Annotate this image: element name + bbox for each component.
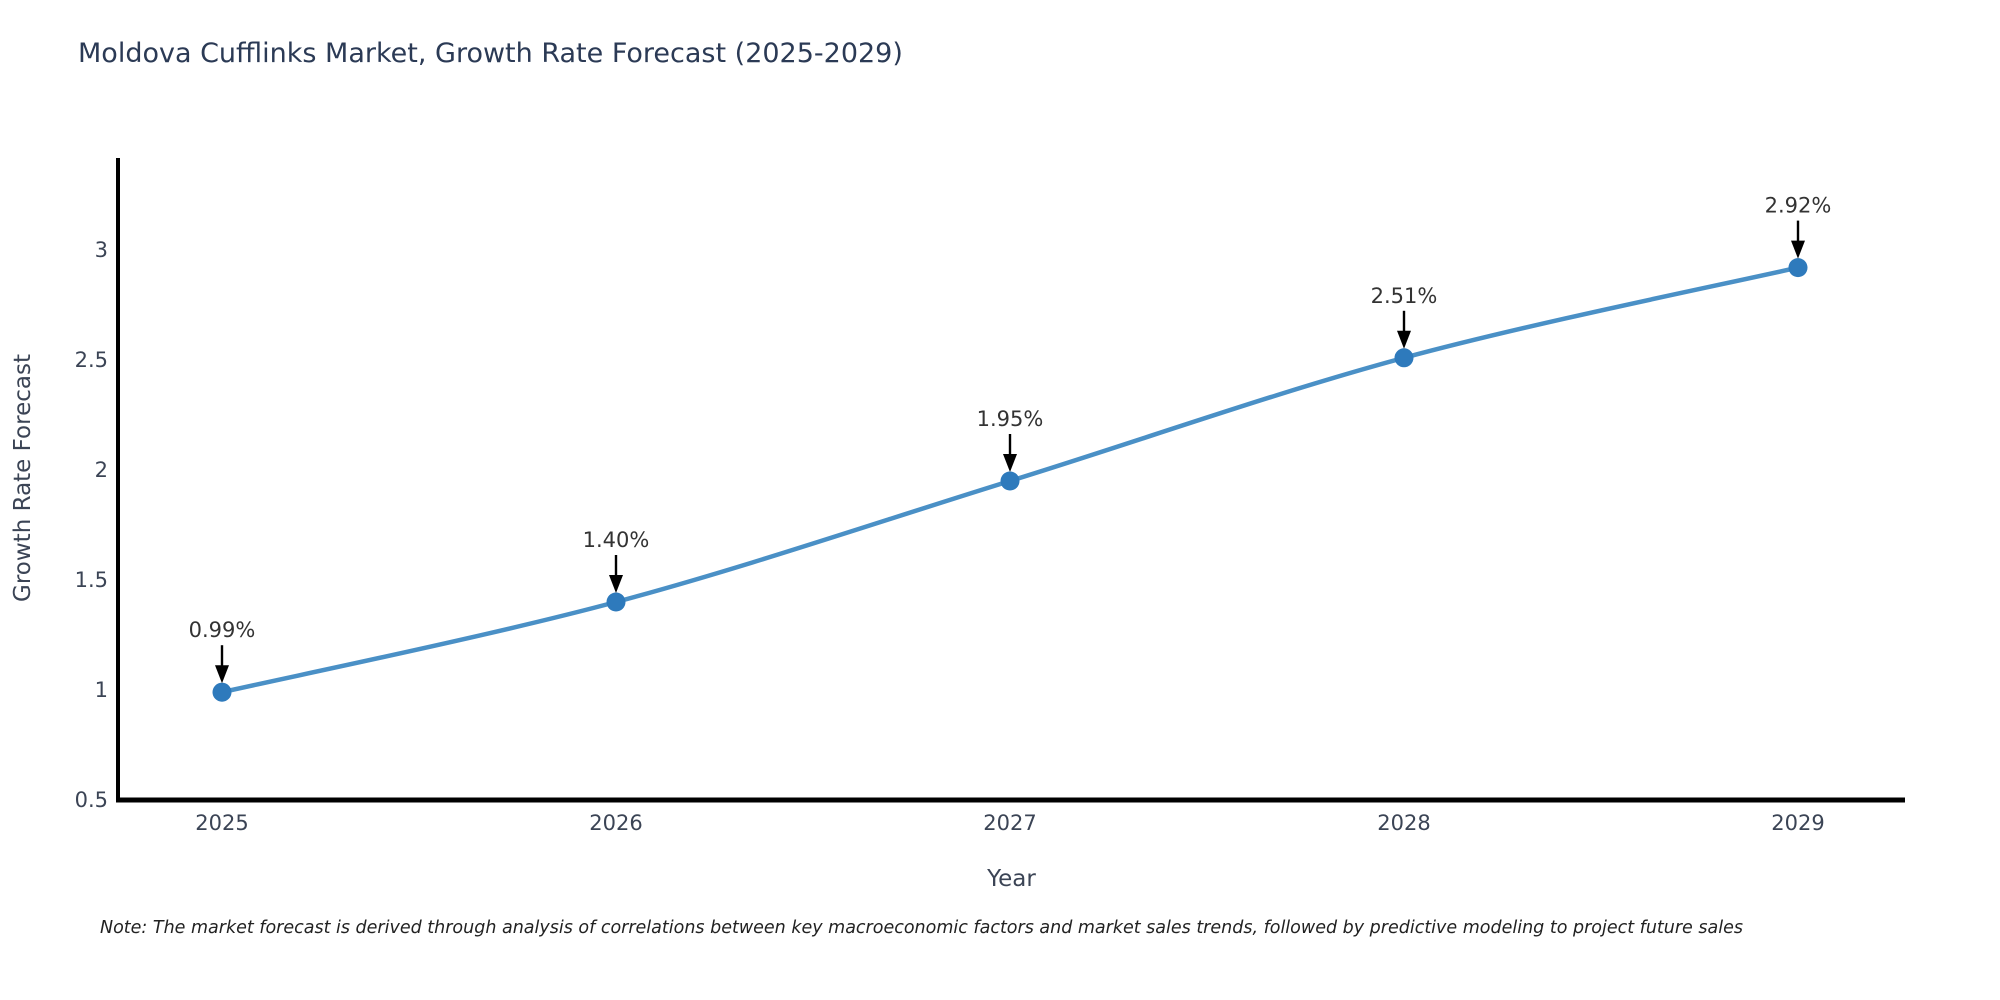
data-point-marker <box>1000 471 1020 491</box>
x-tick-label: 2028 <box>1377 811 1430 835</box>
data-point-label: 2.51% <box>1371 284 1438 308</box>
annotation-layer: 0.99% 1.40% 1.95% 2.51% 2.92% <box>189 194 1832 684</box>
y-tick-label: 0.5 <box>75 788 108 812</box>
annotation-arrow-head <box>609 575 623 593</box>
y-tick-label: 1.5 <box>75 568 108 592</box>
y-tick-label: 1 <box>95 678 108 702</box>
series-layer <box>212 258 1808 702</box>
data-point-marker <box>1788 258 1808 278</box>
data-point-label: 1.95% <box>977 407 1044 431</box>
data-point-label: 0.99% <box>189 618 256 642</box>
data-point-label: 1.40% <box>583 528 650 552</box>
data-point-marker <box>212 682 232 702</box>
axes-layer <box>116 158 1905 803</box>
y-tick-label: 2.5 <box>75 348 108 372</box>
annotation-arrow-head <box>215 665 229 684</box>
x-tick-label: 2029 <box>1771 811 1824 835</box>
data-point-marker <box>606 592 626 612</box>
x-axis-title: Year <box>986 866 1036 892</box>
annotation-arrow-head <box>1003 454 1017 472</box>
y-axis-title: Growth Rate Forecast <box>10 354 36 602</box>
annotation-arrow-head <box>1397 330 1411 349</box>
y-tick-label: 3 <box>95 238 108 262</box>
tick-layer: 0.5 1 1.5 2 2.5 3 2025 2026 2027 2028 2029 Year Grow… <box>10 238 1825 892</box>
footnote: Note: The market forecast is derived thr… <box>100 918 1743 938</box>
x-tick-label: 2026 <box>589 811 642 835</box>
x-tick-label: 2025 <box>195 811 248 835</box>
chart-title: Moldova Cufflinks Market, Growth Rate Fo… <box>78 38 903 69</box>
x-tick-label: 2027 <box>983 811 1036 835</box>
data-point-label: 2.92% <box>1765 194 1832 218</box>
annotation-arrow-head <box>1791 240 1805 259</box>
data-point-marker <box>1394 348 1414 368</box>
y-tick-label: 2 <box>95 458 108 482</box>
